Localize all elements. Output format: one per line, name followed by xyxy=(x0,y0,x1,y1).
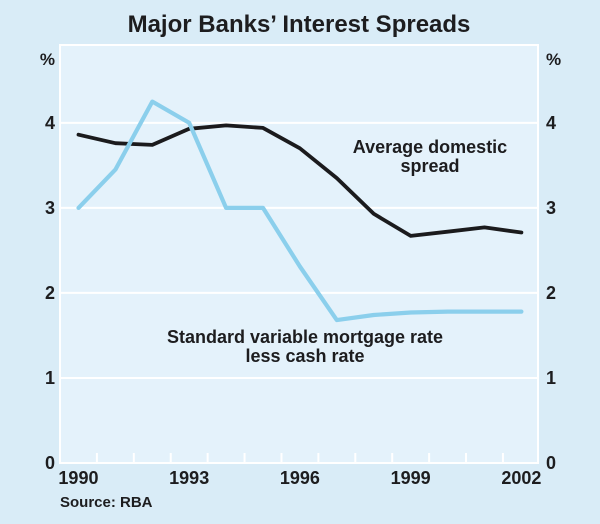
y-tick-label-left-0: 0 xyxy=(44,453,55,473)
x-tick-label-1990: 1990 xyxy=(58,468,99,488)
annotation-line: less cash rate xyxy=(245,346,365,366)
annotation-line: spread xyxy=(400,156,460,176)
y-tick-label-left-4: 4 xyxy=(44,112,55,133)
y-tick-label-right-0: 0 xyxy=(546,453,557,473)
annotation-average-domestic-spread: Average domestic spread xyxy=(353,138,507,176)
annotation-standard-variable-mortgage-rate: Standard variable mortgage rate less cas… xyxy=(167,328,443,366)
annotation-line: Standard variable mortgage rate xyxy=(166,327,444,347)
series-line-average-domestic-spread xyxy=(76,123,524,238)
chart-title: Major Banks’ Interest Spreads xyxy=(127,11,471,38)
x-tick-label-1993: 1993 xyxy=(169,468,210,488)
source-note: Source: RBA xyxy=(60,494,153,511)
y-tick-label-right-1: 1 xyxy=(546,367,557,388)
y-tick-label-right-2: 2 xyxy=(546,282,557,303)
x-tick-label-2002: 2002 xyxy=(501,468,542,488)
annotation-line: Average domestic xyxy=(352,137,508,157)
y-tick-label-left-3: 3 xyxy=(44,197,55,218)
plot-border xyxy=(59,44,539,464)
y-axis-unit-right: % xyxy=(546,50,562,69)
y-tick-label-right-4: 4 xyxy=(546,112,557,133)
y-tick-label-right-3: 3 xyxy=(546,197,557,218)
series-line-mortgage-less-cash xyxy=(76,99,524,323)
x-tick-label-1999: 1999 xyxy=(390,468,431,488)
y-axis-unit-left: % xyxy=(39,50,55,69)
y-tick-label-left-2: 2 xyxy=(44,282,55,303)
y-tick-label-left-1: 1 xyxy=(44,367,55,388)
plot-background xyxy=(60,45,538,463)
x-tick-label-1996: 1996 xyxy=(279,468,320,488)
